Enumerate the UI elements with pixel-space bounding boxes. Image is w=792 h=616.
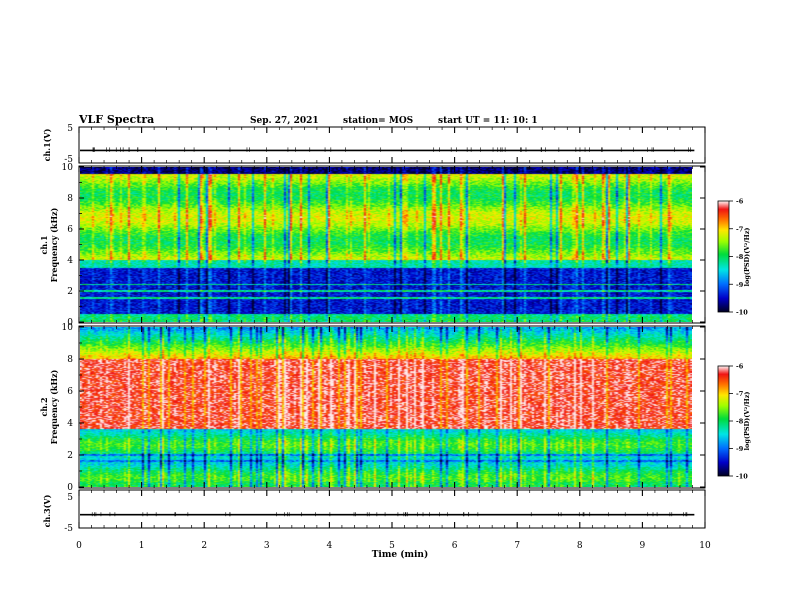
ch2-channel-label: ch.2 bbox=[39, 397, 49, 416]
ch2-freq-ylabel: Frequency (kHz) bbox=[49, 369, 59, 444]
x-axis-label: Time (min) bbox=[372, 549, 429, 560]
ch2-colorbar-tick-label: -8 bbox=[736, 418, 744, 426]
ch2-colorbar-gradient bbox=[718, 366, 729, 476]
x-tick-label: 3 bbox=[264, 541, 270, 551]
ch1-colorbar-tick-label: -8 bbox=[736, 253, 744, 261]
ch2-colorbar-label: log(PSD)(V²/Hz) bbox=[743, 392, 751, 451]
ch2-colorbar-tick-label: -9 bbox=[736, 445, 744, 453]
x-tick-label: 5 bbox=[389, 541, 395, 551]
x-tick-label: 9 bbox=[640, 541, 646, 551]
x-tick-label: 8 bbox=[577, 541, 583, 551]
ch2-ytick-label: 2 bbox=[67, 451, 73, 461]
ch1-waveform-ylabel: ch.1(V) bbox=[42, 128, 52, 161]
ch2-spectrogram-xticks bbox=[78, 326, 706, 488]
ch1-colorbar-tick-label: -9 bbox=[736, 281, 744, 289]
ch1-ytick-label: 10 bbox=[62, 163, 74, 173]
ch2-spectrogram-panel: ch.2 Frequency (kHz) 0 2 4 6 8 10 bbox=[39, 323, 706, 493]
figure-title: VLF Spectra bbox=[78, 113, 154, 126]
date-label: Sep. 27, 2021 bbox=[250, 116, 319, 126]
x-tick-label: 7 bbox=[514, 541, 520, 551]
ch1-spectrogram-xticks bbox=[78, 166, 706, 323]
ch3-waveform-ylabel: ch.3(V) bbox=[42, 494, 52, 527]
ch2-ytick-label: 8 bbox=[67, 355, 73, 365]
ch1-ytick-label: 6 bbox=[67, 225, 73, 235]
x-tick-label: 4 bbox=[327, 541, 333, 551]
ch2-colorbar-tick-label: -7 bbox=[736, 390, 743, 398]
ch2-ytick-label: 0 bbox=[67, 483, 73, 493]
ch1-waveform-tick-group bbox=[78, 127, 706, 163]
ch3-waveform-panel: 5 -5 ch.3(V) bbox=[42, 489, 706, 534]
ch3-waveform-tick-group bbox=[78, 490, 706, 528]
ch2-colorbar-tick-label: -10 bbox=[736, 473, 748, 481]
ch1-colorbar-label: log(PSD)(V²/Hz) bbox=[743, 228, 751, 287]
ch3-ytick-bottom: -5 bbox=[64, 524, 73, 534]
ch2-spectrogram-yaxis: 0 2 4 6 8 10 bbox=[62, 323, 705, 493]
ch1-ytick-label: 0 bbox=[67, 318, 73, 328]
ch1-spectrogram-panel: ch.1 Frequency (kHz) 0 2 4 6 8 10 bbox=[39, 163, 706, 328]
ch3-waveform-frame bbox=[78, 489, 706, 529]
ch2-colorbar-tick-label: -6 bbox=[736, 363, 744, 371]
x-tick-label: 10 bbox=[699, 541, 711, 551]
ch1-freq-ylabel: Frequency (kHz) bbox=[49, 207, 59, 282]
ch1-ytick-label: 2 bbox=[67, 287, 73, 297]
ch1-colorbar-gradient bbox=[718, 201, 729, 312]
x-tick-label: 2 bbox=[201, 541, 207, 551]
ch1-ytick-bottom: -5 bbox=[64, 155, 73, 165]
ch1-colorbar: -6 -7 -8 -9 -10 log(PSD)(V²/Hz) bbox=[717, 198, 751, 317]
ch2-ytick-label: 10 bbox=[62, 323, 74, 333]
ch1-channel-label: ch.1 bbox=[39, 235, 49, 254]
ch1-colorbar-ticks: -6 -7 -8 -9 -10 bbox=[729, 198, 748, 317]
ch2-colorbar: -6 -7 -8 -9 -10 log(PSD)(V²/Hz) bbox=[717, 363, 751, 481]
ch1-waveform-panel: 5 -5 ch.1(V) bbox=[42, 124, 706, 165]
x-tick-label: 1 bbox=[139, 541, 145, 551]
ch2-spectrogram-image bbox=[80, 327, 692, 487]
ch1-spectrogram-yaxis: 0 2 4 6 8 10 bbox=[62, 163, 705, 328]
ch1-ytick-label: 4 bbox=[67, 256, 73, 266]
ch1-colorbar-tick-label: -10 bbox=[736, 309, 748, 317]
x-tick-label: 6 bbox=[452, 541, 458, 551]
station-label: station= MOS bbox=[343, 116, 413, 126]
ch1-spectrogram-image bbox=[80, 167, 692, 322]
start-time-label: start UT = 11: 10: 1 bbox=[438, 116, 538, 126]
time-x-axis: 0 1 2 3 4 5 6 7 8 9 10 bbox=[76, 541, 711, 551]
x-tick-label: 0 bbox=[76, 541, 82, 551]
ch1-ytick-top: 5 bbox=[67, 124, 73, 134]
ch2-ytick-label: 6 bbox=[67, 387, 73, 397]
ch2-colorbar-ticks: -6 -7 -8 -9 -10 bbox=[729, 363, 748, 481]
ch1-colorbar-tick-label: -6 bbox=[736, 198, 744, 206]
ch1-colorbar-tick-label: -7 bbox=[736, 225, 743, 233]
ch2-ytick-label: 4 bbox=[67, 419, 73, 429]
ch3-ytick-top: 5 bbox=[67, 493, 73, 503]
ch1-ytick-label: 8 bbox=[67, 194, 73, 204]
